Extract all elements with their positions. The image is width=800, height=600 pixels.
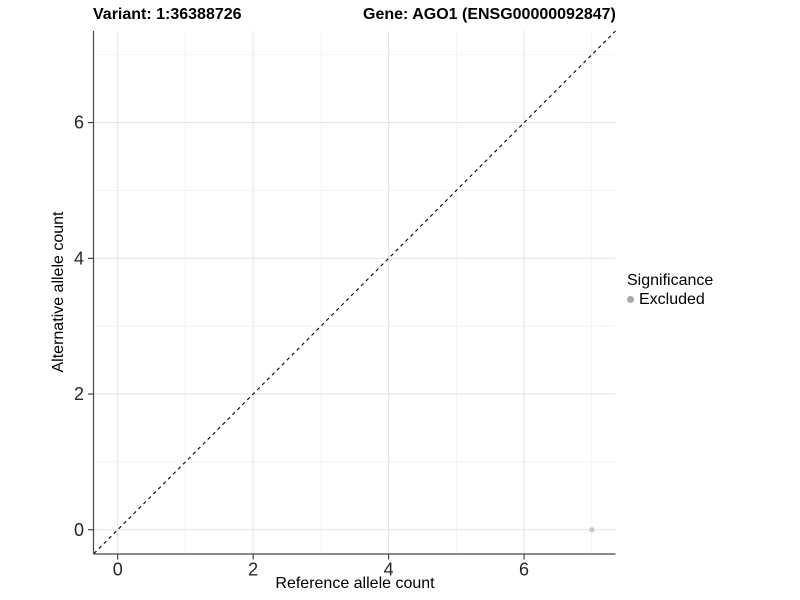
x-tick-label: 0 [113,560,123,580]
legend-key-dot-icon [627,296,634,303]
plot-title-gene: Gene: AGO1 (ENSG00000092847) [363,6,616,23]
y-tick-label: 2 [74,384,84,404]
plot-title-variant: Variant: 1:36388726 [93,6,242,23]
x-tick-label: 4 [384,560,394,580]
x-tick-label: 2 [248,560,258,580]
y-axis-label: Alternative allele count [50,211,67,373]
y-tick-label: 4 [74,248,84,268]
legend-title: Significance [627,272,714,289]
legend-entry-label: Excluded [639,291,705,308]
x-tick-label: 6 [519,560,529,580]
x-axis-label: Reference allele count [275,575,435,592]
y-tick-label: 0 [74,520,84,540]
y-tick-label: 6 [74,113,84,133]
legend-entry-excluded: Excluded [627,290,713,309]
identity-reference-line [93,30,616,554]
legend: Significance Excluded [627,271,713,309]
data-point [589,527,595,533]
